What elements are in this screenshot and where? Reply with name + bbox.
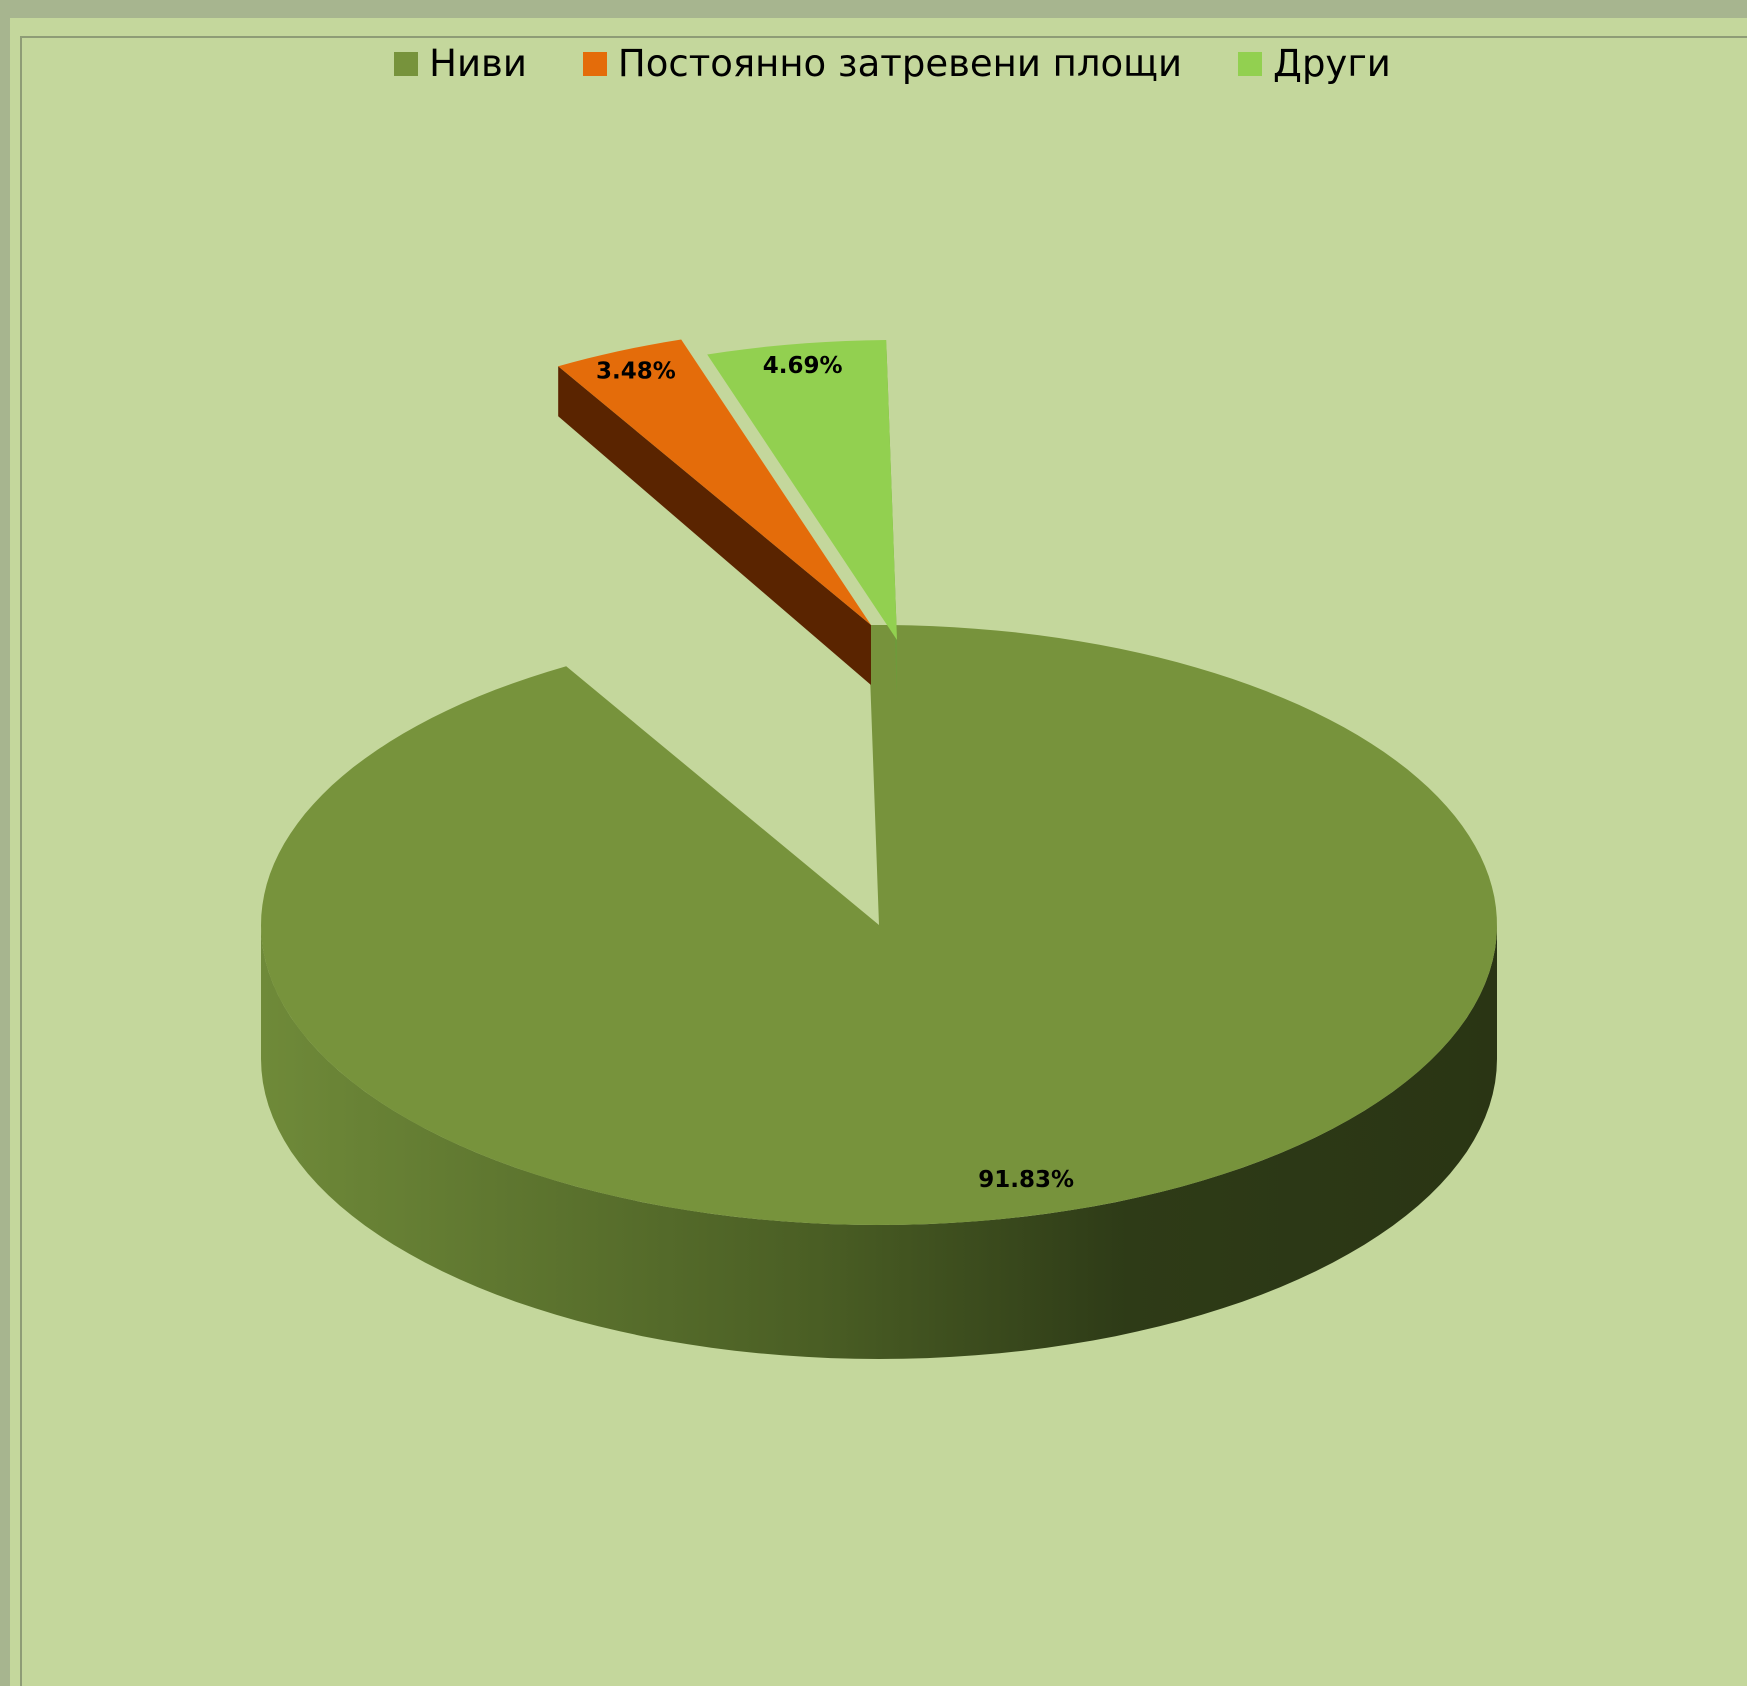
slice-side-nivi xyxy=(261,925,1497,1359)
legend-item-pasture: Постоянно затревени площи xyxy=(582,42,1183,85)
data-labels: 91.83% 3.48% 4.69% xyxy=(596,353,1074,1193)
legend: Ниви Постоянно затревени площи Други xyxy=(0,42,1747,85)
data-label-pasture: 3.48% xyxy=(596,358,676,384)
pie-slices xyxy=(261,339,1497,1359)
slice-face-pasture xyxy=(558,366,871,685)
legend-swatch-pasture xyxy=(582,51,607,76)
legend-label-nivi: Ниви xyxy=(429,42,527,85)
slice-top-other xyxy=(707,340,897,640)
legend-swatch-other xyxy=(1238,51,1263,76)
legend-label-pasture: Постоянно затревени площи xyxy=(617,42,1183,85)
data-label-nivi: 91.83% xyxy=(978,1167,1074,1193)
data-label-other: 4.69% xyxy=(763,353,843,379)
slice-top-pasture xyxy=(558,339,871,625)
slice-top-nivi xyxy=(261,625,1497,1225)
legend-item-other: Други xyxy=(1238,42,1391,85)
legend-swatch-nivi xyxy=(394,51,419,76)
legend-item-nivi: Ниви xyxy=(394,42,527,85)
legend-label-other: Други xyxy=(1273,42,1391,85)
